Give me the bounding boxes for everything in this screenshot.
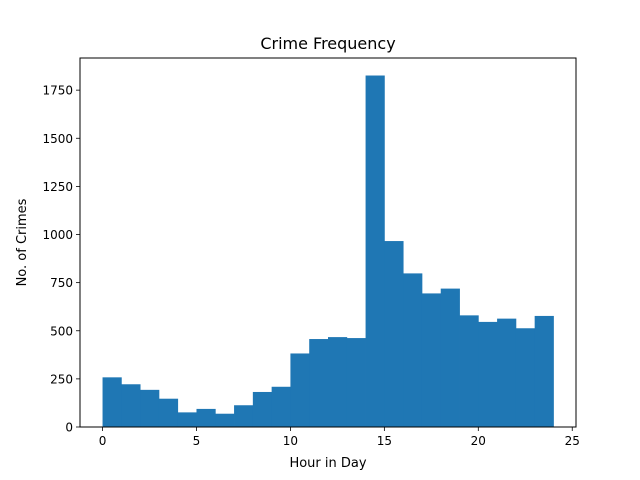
y-tick-label: 500 [50, 324, 73, 338]
bar-hour-14 [365, 75, 385, 428]
x-tick-label: 5 [193, 434, 201, 448]
bar-hour-9 [271, 386, 291, 427]
y-tick-label: 1500 [42, 132, 73, 146]
chart-title: Crime Frequency [260, 34, 395, 53]
y-tick-label: 250 [50, 372, 73, 386]
bar-hour-12 [328, 337, 348, 427]
x-axis-ticks: 0 5 10 15 20 25 [99, 427, 580, 448]
y-tick-label: 750 [50, 276, 73, 290]
bar-hour-20 [478, 321, 498, 427]
bar-hour-10 [290, 353, 310, 427]
bar-hour-18 [440, 288, 460, 427]
bar-hour-22 [515, 328, 536, 427]
bar-hour-7 [234, 405, 254, 427]
x-tick-label: 25 [565, 434, 580, 448]
bar-hour-6 [215, 413, 235, 427]
y-axis-ticks: 0 250 500 750 1000 1250 1500 1750 [42, 84, 80, 435]
x-axis-label: Hour in Day [289, 456, 366, 471]
bar-hour-0 [102, 377, 122, 427]
bar-hour-23 [534, 315, 554, 427]
bar-hour-17 [421, 293, 442, 427]
bar-hour-8 [252, 391, 273, 427]
bar-hour-19 [459, 315, 479, 427]
y-tick-label: 1250 [42, 180, 73, 194]
bar-hour-3 [158, 398, 179, 427]
y-tick-label: 1750 [42, 84, 73, 98]
bar-hour-1 [121, 384, 141, 427]
bar-hour-5 [196, 408, 216, 427]
x-tick-label: 20 [471, 434, 486, 448]
x-tick-label: 10 [283, 434, 298, 448]
x-tick-label: 0 [99, 434, 107, 448]
bar-hour-13 [346, 338, 366, 427]
bar-hour-16 [403, 273, 423, 427]
x-tick-label: 15 [377, 434, 392, 448]
bar-hour-11 [309, 339, 329, 427]
y-tick-label: 1000 [42, 228, 73, 242]
y-tick-label: 0 [65, 421, 73, 435]
bar-hour-15 [384, 241, 404, 427]
bar-hour-21 [497, 318, 517, 427]
plot-frame [79, 57, 577, 428]
histogram-bars [102, 75, 554, 428]
bar-hour-2 [140, 389, 160, 427]
bar-hour-4 [177, 412, 197, 427]
y-axis-label: No. of Crimes [15, 198, 30, 286]
